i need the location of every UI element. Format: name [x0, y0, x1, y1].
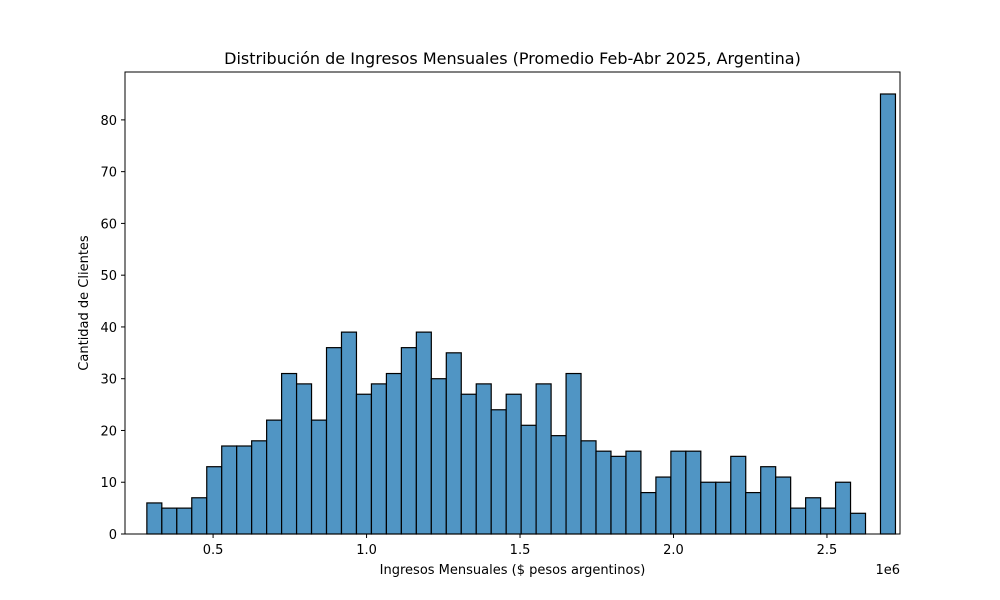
histogram-bar	[505, 393, 522, 535]
histogram-bar	[221, 445, 238, 535]
x-axis-label: Ingresos Mensuales ($ pesos argentinos)	[380, 563, 646, 578]
histogram-bar	[610, 455, 627, 535]
histogram-bar	[400, 347, 417, 535]
histogram-bar	[670, 450, 687, 535]
histogram-bar	[535, 383, 552, 535]
histogram-bar	[819, 507, 837, 535]
histogram-bar	[251, 440, 268, 535]
histogram-bar	[460, 393, 477, 535]
histogram-bar	[715, 481, 732, 535]
histogram-bar	[775, 476, 792, 535]
histogram-bar	[191, 497, 208, 535]
histogram-bar	[685, 450, 702, 535]
plot-frame	[124, 71, 901, 535]
histogram-bar	[325, 347, 343, 535]
histogram-bar	[655, 476, 672, 535]
histogram-bar	[176, 507, 193, 535]
histogram-bar	[370, 383, 388, 535]
x-offset-label: 1e6	[875, 563, 900, 578]
histogram-bar	[834, 481, 852, 535]
histogram-bar	[236, 445, 253, 535]
histogram-bar	[415, 331, 432, 535]
histogram-bar	[385, 372, 402, 535]
histogram-bar	[595, 450, 612, 535]
histogram-bar	[760, 466, 777, 535]
histogram-bar	[475, 383, 492, 535]
y-tick-label: 30	[100, 373, 117, 388]
y-tick-label: 20	[100, 424, 117, 439]
y-axis-label: Cantidad de Clientes	[77, 235, 92, 371]
histogram-bar	[445, 352, 462, 535]
histogram-bar	[565, 372, 582, 535]
histogram-bar	[281, 372, 298, 535]
histogram-bar	[146, 502, 163, 535]
y-tick-label: 10	[100, 476, 117, 491]
y-tick-label: 80	[100, 114, 117, 129]
x-tick-label: 0.5	[203, 543, 224, 558]
histogram-bar	[310, 419, 328, 535]
y-tick-label: 40	[100, 321, 117, 336]
histogram-bar	[550, 435, 567, 535]
y-ticks: 0 10 20 30 40 50 60 70 80	[100, 114, 125, 543]
histogram-bar	[745, 491, 762, 535]
x-tick-label: 1.5	[510, 543, 531, 558]
x-tick-label: 2.0	[663, 543, 684, 558]
histogram-bar	[266, 419, 283, 535]
x-tick-label: 2.5	[817, 543, 838, 558]
x-ticks: 0.5 1.0 1.5 2.0 2.5	[203, 534, 838, 558]
histogram-bar	[430, 378, 447, 535]
histogram-bar	[640, 491, 657, 535]
histogram-bar	[206, 466, 223, 535]
histogram-bar	[340, 331, 358, 535]
histogram-bar	[805, 497, 822, 535]
histogram-bar	[355, 393, 373, 535]
histogram-bar	[625, 450, 642, 535]
histogram-bar	[700, 481, 717, 535]
histogram-bar	[879, 93, 897, 535]
y-tick-label: 60	[100, 217, 117, 232]
histogram-bar	[520, 424, 537, 535]
chart-title: Distribución de Ingresos Mensuales (Prom…	[224, 49, 801, 68]
histogram-bar	[790, 507, 807, 535]
histogram-bar	[580, 440, 597, 535]
y-tick-label: 0	[109, 528, 117, 543]
y-tick-label: 50	[100, 269, 117, 284]
histogram-bar	[490, 409, 507, 535]
histogram-bar	[849, 512, 867, 535]
x-tick-label: 1.0	[356, 543, 377, 558]
histogram-bar	[161, 507, 178, 535]
bars-group	[146, 93, 897, 535]
histogram-bar	[730, 455, 747, 535]
histogram-bar	[295, 383, 313, 535]
y-tick-label: 70	[100, 166, 117, 181]
